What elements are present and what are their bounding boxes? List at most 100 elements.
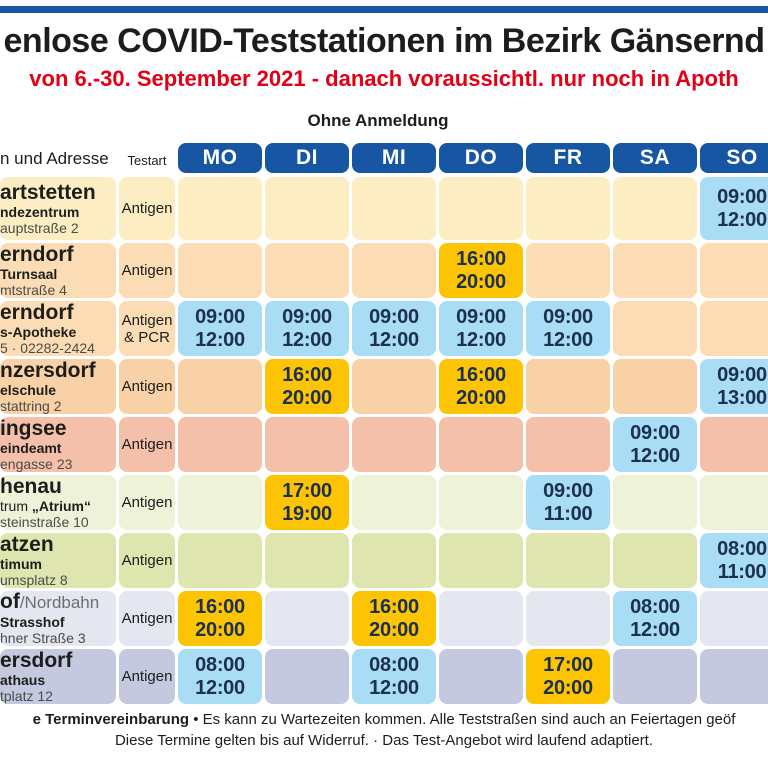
station-venue: trum „Atrium“ — [0, 498, 116, 514]
station-address: mtstraße 4 — [0, 281, 67, 298]
slot-time-from: 16:00 — [456, 363, 506, 386]
station-name-suffix: /Nordbahn — [19, 593, 100, 612]
column-header-testart: Testart — [127, 153, 167, 168]
slot-cell: 08:00 12:00 — [178, 649, 262, 704]
slot-cell: 09:00 12:00 — [352, 301, 436, 356]
slot-time-from: 09:00 — [543, 479, 593, 502]
footer-note-text: • Es kann zu Wartezeiten kommen. Alle Te… — [189, 711, 736, 728]
slot-cell-empty — [439, 177, 523, 240]
slot-cell: 09:00 12:00 — [526, 301, 610, 356]
station-address: 5 · 02282-2424 — [0, 339, 95, 356]
station-name-text: ingsee — [0, 417, 67, 440]
slot-cell-empty — [352, 533, 436, 588]
station-venue: athaus — [0, 672, 116, 688]
station-row: henau trum „Atrium“ steinstraße 10 Antigen 1… — [0, 475, 768, 530]
station-venue-text: s-Apotheke — [0, 323, 77, 340]
slot-cell: 08:00 12:00 — [613, 591, 697, 646]
slot-cell: 09:00 12:00 — [178, 301, 262, 356]
station-cell: atzen timum umsplatz 8 — [0, 533, 116, 588]
station-venue-text: athaus — [0, 671, 46, 688]
footer-note-line2: Diese Termine gelten bis auf Widerruf. ·… — [114, 732, 654, 749]
station-name-text: ersdorf — [0, 649, 73, 672]
slot-cell-empty — [439, 475, 523, 530]
slot-cell-empty — [526, 359, 610, 414]
slot-cell-empty — [700, 475, 768, 530]
station-venue-text: ndezentrum — [0, 203, 80, 220]
slot-cell: 09:00 13:00 — [700, 359, 768, 414]
station-cell: erndorf Turnsaal mtstraße 4 — [0, 243, 116, 298]
slot-cell-empty — [352, 243, 436, 298]
slot-time-to: 12:00 — [369, 328, 419, 351]
slot-cell: 17:00 19:00 — [265, 475, 349, 530]
slot-cell: 09:00 11:00 — [526, 475, 610, 530]
station-venue: timum — [0, 556, 116, 572]
slot-time-to: 12:00 — [717, 208, 767, 231]
station-row: ersdorf athaus tplatz 12 Antigen 08:00 12:00 0… — [0, 649, 768, 704]
slot-cell-empty — [700, 591, 768, 646]
slot-cell: 16:00 20:00 — [178, 591, 262, 646]
slot-cell-empty — [700, 243, 768, 298]
station-venue: Strasshof — [0, 614, 116, 630]
station-name: of/Nordbahn — [0, 591, 116, 614]
slot-cell-empty — [526, 591, 610, 646]
station-venue-text: „Atrium“ — [31, 497, 92, 514]
station-row: of/Nordbahn Strasshof hner Straße 3 Antigen… — [0, 591, 768, 646]
slot-cell-empty — [265, 177, 349, 240]
slot-cell: 16:00 20:00 — [439, 359, 523, 414]
slot-cell-empty — [613, 533, 697, 588]
station-cell: erndorf s-Apotheke 5 · 02282-2424 — [0, 301, 116, 356]
slot-cell-empty — [265, 533, 349, 588]
station-row: atzen timum umsplatz 8 Antigen 08:00 11:00 — [0, 533, 768, 588]
testart-cell: Antigen — [119, 243, 175, 298]
testart-cell: Antigen — [119, 417, 175, 472]
table-header-row: n und Adresse Testart MO DI MI DO FR SA … — [0, 143, 768, 173]
slot-cell: 16:00 20:00 — [439, 243, 523, 298]
testart-cell: Antigen — [119, 475, 175, 530]
station-address: stattring 2 — [0, 397, 62, 414]
slot-cell-empty — [265, 243, 349, 298]
slot-cell: 09:00 12:00 — [439, 301, 523, 356]
slot-time-from: 16:00 — [282, 363, 332, 386]
slot-time-to: 13:00 — [717, 386, 767, 409]
station-address: engasse 23 — [0, 455, 73, 472]
day-header-do: DO — [439, 143, 523, 173]
station-venue-text: Turnsaal — [0, 265, 58, 282]
slot-cell: 16:00 20:00 — [352, 591, 436, 646]
slot-cell-empty — [178, 177, 262, 240]
station-name: henau — [0, 475, 116, 498]
slot-time-from: 17:00 — [543, 653, 593, 676]
station-name-text: artstetten — [0, 180, 96, 204]
testart-cell: Antigen — [119, 177, 175, 240]
slot-time-from: 08:00 — [195, 653, 245, 676]
station-name-text: henau — [0, 475, 62, 498]
table-body: artstetten ndezentrum auptstraße 2 Antigen 0… — [0, 177, 768, 704]
station-name-text: erndorf — [0, 243, 74, 266]
slot-time-from: 16:00 — [369, 595, 419, 618]
station-name: ingsee — [0, 417, 116, 440]
station-name: atzen — [0, 533, 116, 556]
station-row: erndorf Turnsaal mtstraße 4 Antigen 16:00 20:… — [0, 243, 768, 298]
slot-time-to: 12:00 — [543, 328, 593, 351]
slot-time-from: 16:00 — [456, 247, 506, 270]
testart-cell: Antigen — [119, 359, 175, 414]
slot-time-from: 09:00 — [282, 305, 332, 328]
slot-cell-empty — [700, 649, 768, 704]
station-address: auptstraße 2 — [0, 219, 79, 236]
station-name-text: atzen — [0, 533, 54, 556]
no-appointment-label: Ohne Anmeldung — [307, 111, 449, 130]
slot-cell-empty — [178, 243, 262, 298]
slot-time-from: 09:00 — [717, 185, 767, 208]
station-name: artstetten — [0, 180, 116, 204]
slot-time-from: 08:00 — [630, 595, 680, 618]
day-header-so: SO — [700, 143, 768, 173]
footer-note-emphasis: e Terminvereinbarung — [32, 711, 190, 728]
slot-cell-empty — [352, 359, 436, 414]
slot-cell-empty — [439, 533, 523, 588]
station-venue-text: eindeamt — [0, 439, 62, 456]
slot-time-to: 11:00 — [543, 502, 593, 525]
slot-time-to: 12:00 — [282, 328, 332, 351]
station-address: hner Straße 3 — [0, 630, 86, 646]
slot-time-from: 16:00 — [195, 595, 245, 618]
slot-cell: 16:00 20:00 — [265, 359, 349, 414]
